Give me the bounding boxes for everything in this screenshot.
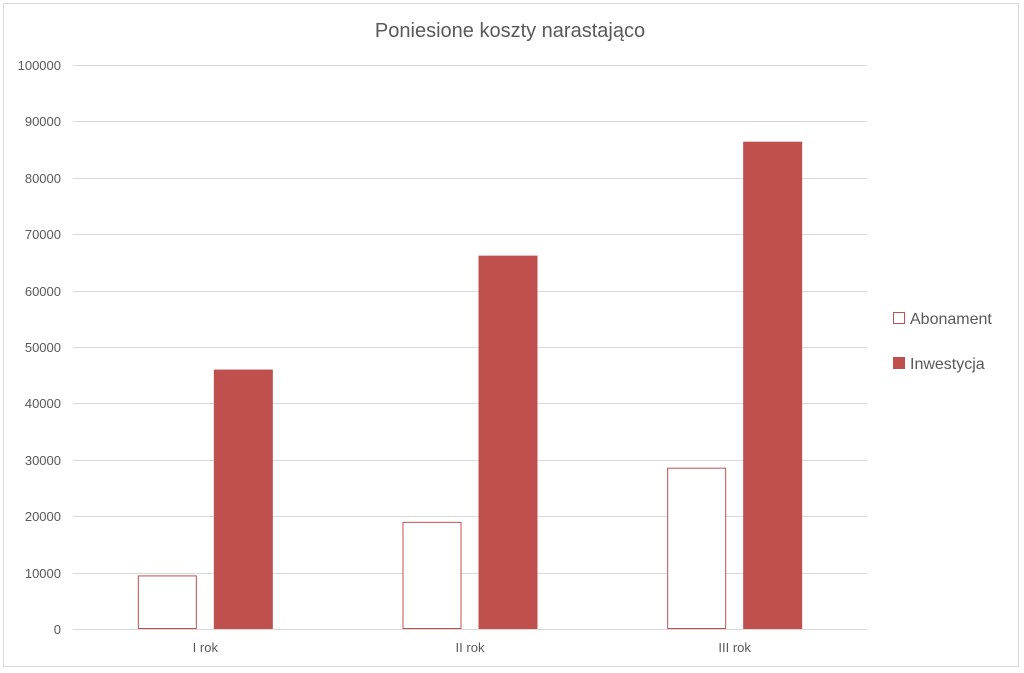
y-tick-label: 30000 (25, 453, 61, 468)
legend-swatch-abonament (893, 312, 905, 324)
chart-title: Poniesione koszty narastająco (375, 20, 645, 42)
gridlines (73, 65, 867, 630)
legend: Abonament Inwestycja (893, 311, 992, 373)
bar-abonament-2 (402, 521, 462, 630)
legend-label-abonament: Abonament (910, 311, 992, 328)
y-tick-label: 10000 (25, 566, 61, 581)
y-tick-label: 50000 (25, 340, 61, 355)
x-axis: I rok II rok III rok (193, 640, 752, 655)
y-tick-label: 40000 (25, 396, 61, 411)
x-tick-label: I rok (193, 640, 219, 655)
y-tick-label: 20000 (25, 509, 61, 524)
y-tick-label: 90000 (25, 114, 61, 129)
bar-inwestycja-1 (213, 369, 273, 629)
legend-label-inwestycja: Inwestycja (910, 356, 985, 373)
y-tick-label: 100000 (18, 58, 61, 73)
bar-abonament-3 (667, 467, 727, 630)
bar-abonament-1 (137, 575, 197, 629)
bar-inwestycja-3 (743, 141, 803, 630)
y-tick-label: 60000 (25, 284, 61, 299)
bar-inwestycja-2 (478, 255, 538, 629)
y-axis: 0 10000 20000 30000 40000 50000 60000 70000 8000… (18, 58, 61, 637)
bars (137, 141, 803, 630)
y-tick-label: 80000 (25, 171, 61, 186)
legend-swatch-inwestycja (893, 357, 905, 369)
x-tick-label: II rok (456, 640, 485, 655)
y-tick-label: 0 (54, 622, 61, 637)
y-tick-label: 70000 (25, 227, 61, 242)
x-tick-label: III rok (718, 640, 751, 655)
